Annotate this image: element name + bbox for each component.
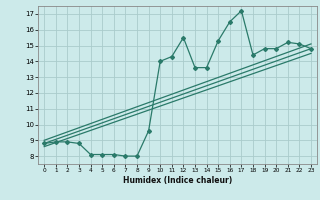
X-axis label: Humidex (Indice chaleur): Humidex (Indice chaleur) bbox=[123, 176, 232, 185]
